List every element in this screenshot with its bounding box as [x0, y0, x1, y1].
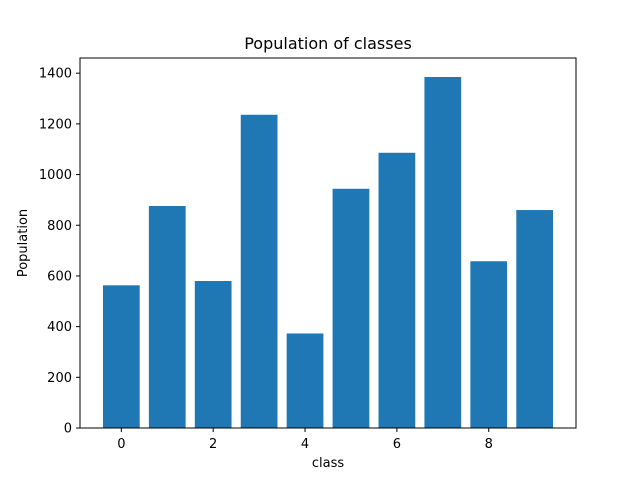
bar-class-4: [286, 333, 324, 428]
y-tick-label: 1200: [39, 117, 72, 132]
bar-class-0: [102, 285, 140, 428]
x-tick-label: 4: [301, 437, 309, 452]
x-axis-label: class: [312, 456, 344, 471]
bar-class-6: [378, 152, 416, 428]
bar-class-8: [470, 261, 508, 428]
bar-class-2: [194, 281, 232, 428]
y-tick-label: 1400: [39, 67, 72, 82]
y-axis-label: Population: [16, 209, 31, 277]
plot-area-frame: [79, 57, 577, 429]
x-tick-label: 6: [393, 437, 401, 452]
chart-title: Population of classes: [244, 34, 412, 53]
y-tick-label: 600: [47, 269, 72, 284]
x-tick-label: 0: [117, 437, 125, 452]
bar-class-9: [516, 210, 554, 428]
y-tick-label: 1000: [39, 168, 72, 183]
y-tick-label: 800: [47, 219, 72, 234]
y-tick-label: 200: [47, 371, 72, 386]
y-tick-label: 400: [47, 320, 72, 335]
bar-class-1: [148, 206, 186, 428]
bar-class-3: [240, 114, 278, 429]
bar-class-5: [332, 188, 370, 428]
y-tick-label: 0: [64, 422, 72, 437]
bar-class-7: [424, 77, 462, 428]
x-tick-label: 8: [485, 437, 493, 452]
x-tick-label: 2: [209, 437, 217, 452]
bars-group: [102, 77, 554, 429]
ticks-group: 0 200 400 600 800 1000 1200 1400 0 2 4 6 8: [39, 67, 493, 452]
